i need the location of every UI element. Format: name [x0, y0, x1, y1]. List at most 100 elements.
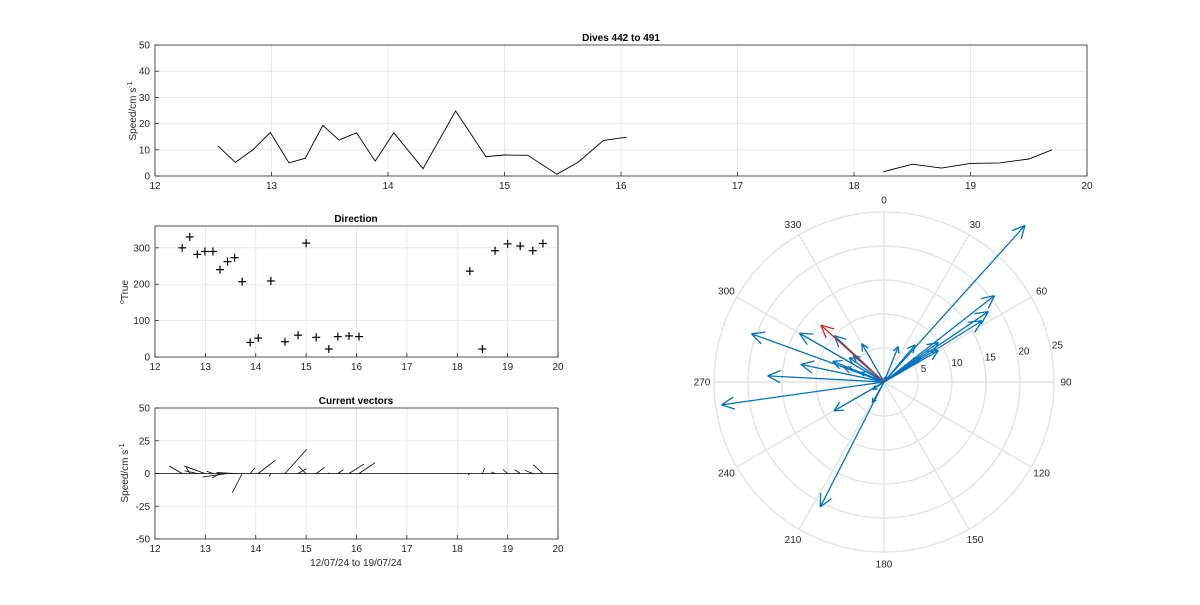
x-tick-label: 14	[382, 181, 394, 192]
direction-point	[324, 344, 333, 353]
svg-text:Speed/cm s-1: Speed/cm s-1	[127, 81, 139, 140]
x-tick-label: 20	[552, 544, 564, 555]
y-tick-label: 40	[139, 67, 151, 78]
x-tick-label: 19	[965, 181, 977, 192]
x-tick-label: 12	[149, 181, 161, 192]
current-vector	[491, 471, 496, 474]
vectors-tick-labels: 12 13 14 15 16 17 18 19 20 -50 -25 0 25 50	[136, 404, 564, 556]
current-vector	[231, 473, 243, 493]
current-vector	[184, 465, 206, 474]
current-vector	[524, 469, 533, 474]
x-tick-label: 19	[502, 362, 514, 373]
compass-angle-label: 150	[967, 535, 984, 546]
compass-arrows	[721, 224, 1026, 508]
direction-point	[185, 232, 194, 241]
x-tick-label: 14	[250, 544, 262, 555]
compass-arrow	[767, 369, 885, 384]
compass-arrow	[848, 356, 885, 383]
compass-radius-label: 25	[1052, 340, 1064, 351]
direction-point	[266, 276, 275, 285]
x-tick-label: 13	[200, 544, 212, 555]
direction-point	[333, 332, 342, 341]
x-tick-label: 13	[200, 362, 212, 373]
compass-arrow	[883, 224, 1026, 383]
direction-point	[312, 333, 321, 342]
y-tick-label: 200	[133, 280, 150, 291]
y-tick-label: 0	[144, 172, 150, 183]
compass-angle-label: 30	[969, 220, 981, 231]
direction-ylabel: oTrue	[119, 280, 131, 305]
direction-point	[538, 239, 547, 248]
direction-point	[280, 337, 289, 346]
vectors-xlabel: 12/07/24 to 19/07/24	[310, 558, 402, 569]
vectors-sticks	[155, 449, 558, 493]
compass-radius-label: 20	[1018, 346, 1030, 357]
vectors-title: Current vectors	[319, 396, 394, 407]
direction-point	[193, 250, 202, 259]
compass-arrow	[883, 311, 989, 383]
speed-axes: 12 13 14 15 16 17 18 19 20 0 10 20 30 40 50 Dives 442 …	[127, 33, 1093, 192]
speed-ylabel: Speed/cm s-1	[127, 81, 139, 140]
compass-arrow	[883, 320, 983, 383]
current-vector	[514, 469, 521, 474]
x-tick-label: 18	[452, 544, 464, 555]
speed-series	[217, 110, 1053, 175]
svg-text:oTrue: oTrue	[119, 280, 131, 305]
compass-grid	[713, 211, 1055, 553]
compass-angle-label: 300	[718, 287, 735, 298]
direction-point	[294, 331, 303, 340]
current-vector	[358, 462, 376, 474]
x-tick-label: 13	[266, 181, 278, 192]
current-vector	[315, 467, 325, 474]
compass-angle-label: 270	[694, 378, 711, 389]
direction-point	[223, 257, 232, 266]
compass-angle-label: 120	[1033, 469, 1050, 480]
x-tick-label: 16	[351, 544, 363, 555]
x-tick-label: 17	[732, 181, 744, 192]
y-tick-label: -25	[136, 502, 151, 513]
speed-series-line	[217, 110, 627, 175]
compass-radius-label: 5	[921, 364, 927, 375]
y-tick-label: -50	[136, 535, 151, 546]
current-vector	[482, 467, 486, 474]
compass-labels: 0 30 60 90 120 150 180 210 240 270 300 330 5 10 15 20 25	[694, 196, 1072, 571]
direction-grid	[155, 226, 558, 357]
svg-text:Speed/cm s-1: Speed/cm s-1	[119, 443, 131, 502]
x-tick-label: 12	[149, 362, 161, 373]
direction-point	[491, 246, 500, 255]
direction-point	[355, 332, 364, 341]
current-vector	[467, 473, 471, 476]
direction-point	[200, 247, 209, 256]
current-vector	[502, 469, 508, 474]
speed-grid	[155, 45, 1087, 176]
current-vector	[258, 459, 276, 474]
current-vector	[186, 467, 191, 474]
direction-point	[465, 267, 474, 276]
compass-arrow	[833, 381, 885, 412]
direction-point	[254, 334, 263, 343]
speed-tick-labels: 12 13 14 15 16 17 18 19 20 0 10 20 30 40 50	[139, 41, 1093, 193]
compass-angle-label: 210	[785, 535, 802, 546]
compass-angle-label: 180	[876, 560, 893, 571]
direction-point	[230, 253, 239, 262]
x-tick-label: 16	[615, 181, 627, 192]
compass-arrow	[820, 324, 885, 383]
direction-title: Direction	[334, 214, 377, 225]
y-tick-label: 50	[139, 404, 151, 415]
x-tick-label: 15	[301, 544, 313, 555]
y-tick-label: 10	[139, 145, 151, 156]
direction-point	[208, 247, 217, 256]
compass-angle-label: 330	[785, 220, 802, 231]
y-tick-label: 50	[139, 41, 151, 52]
current-vector	[212, 473, 221, 479]
direction-point	[246, 338, 255, 347]
compass-spoke	[883, 381, 970, 530]
direction-point	[344, 331, 353, 340]
x-tick-label: 15	[499, 181, 511, 192]
current-vector	[168, 465, 183, 474]
compass-arrow	[872, 381, 885, 391]
x-tick-label: 12	[149, 544, 161, 555]
